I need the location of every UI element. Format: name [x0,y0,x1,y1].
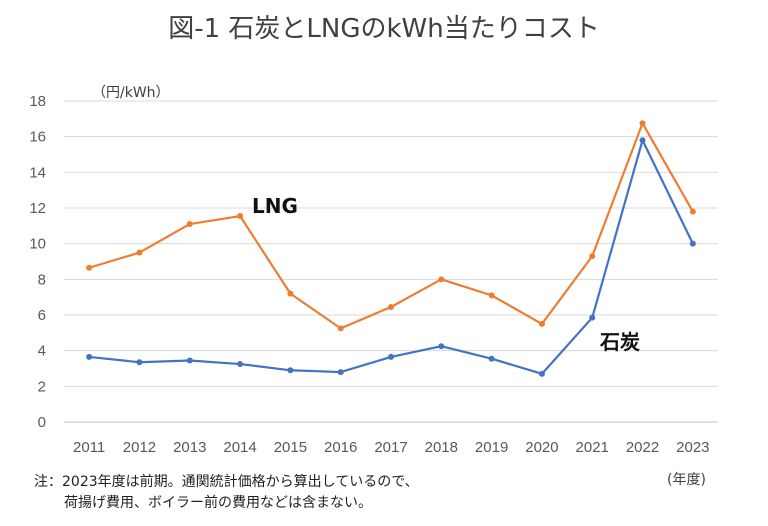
x-tick-label: 2018 [425,439,458,456]
y-tick-label: 12 [29,200,46,217]
y-tick-label: 8 [38,271,46,288]
series-label-lng: LNG [252,194,298,218]
data-point [388,353,394,360]
data-point [136,359,143,366]
x-tick-label: 2012 [123,439,156,456]
footnote-line-1: 注：2023年度は前期。通関統計価格から算出しているので、 [34,474,419,490]
y-tick-label: 4 [38,343,46,360]
footnote-line-2: 荷揚げ費用、ボイラー前の費用などは含まない。 [64,495,372,511]
y-tick-label: 16 [29,129,46,146]
data-point [136,249,143,256]
x-axis-unit: (年度) [667,472,706,488]
data-point [438,276,445,283]
data-point [589,253,596,260]
data-point [86,264,93,271]
data-point [488,292,495,299]
y-axis-ticks: 0 2 4 6 8 10 12 14 16 18 [29,93,46,431]
chart-title: 図-1 石炭とLNGのkWh当たりコスト [168,14,600,44]
x-tick-label: 2011 [73,439,105,456]
y-axis-unit: （円/kWh） [92,85,170,101]
y-tick-label: 10 [29,236,46,253]
data-point [237,361,244,368]
x-tick-label: 2016 [324,439,357,456]
data-point [337,325,344,332]
data-point [186,357,193,364]
footnote: 注：2023年度は前期。通関統計価格から算出しているので、 荷揚げ費用、ボイラー… [34,472,419,514]
data-point [689,208,696,215]
y-tick-label: 18 [29,93,46,110]
data-point [86,353,93,360]
y-tick-label: 6 [38,307,46,324]
x-axis-ticks: 2011 2012 2013 2014 2015 2016 2017 2018 2019 2020… [73,439,710,456]
data-point [388,303,394,310]
data-point [589,314,596,321]
data-point [538,320,545,327]
grid-lines [64,100,718,423]
data-point [689,240,696,247]
series-line-0 [88,122,694,330]
x-tick-label: 2021 [576,439,609,456]
data-point [639,120,646,127]
series-lines [86,120,696,377]
data-point [287,367,294,374]
data-point [186,221,193,228]
data-point [488,355,495,362]
x-tick-label: 2023 [676,439,709,456]
data-point [287,290,294,297]
x-tick-label: 2013 [173,439,206,456]
data-point [337,369,344,376]
x-tick-label: 2022 [626,439,659,456]
y-tick-label: 2 [38,378,46,395]
series-label-coal: 石炭 [599,330,640,354]
y-tick-label: 0 [38,414,46,431]
y-tick-label: 14 [29,164,46,181]
x-tick-label: 2015 [274,439,307,456]
data-point [639,137,646,144]
x-tick-label: 2017 [374,439,407,456]
data-point [237,213,244,220]
data-point [538,370,545,377]
x-tick-label: 2014 [223,439,256,456]
x-tick-label: 2019 [475,439,508,456]
data-point [438,343,445,350]
x-tick-label: 2020 [525,439,558,456]
